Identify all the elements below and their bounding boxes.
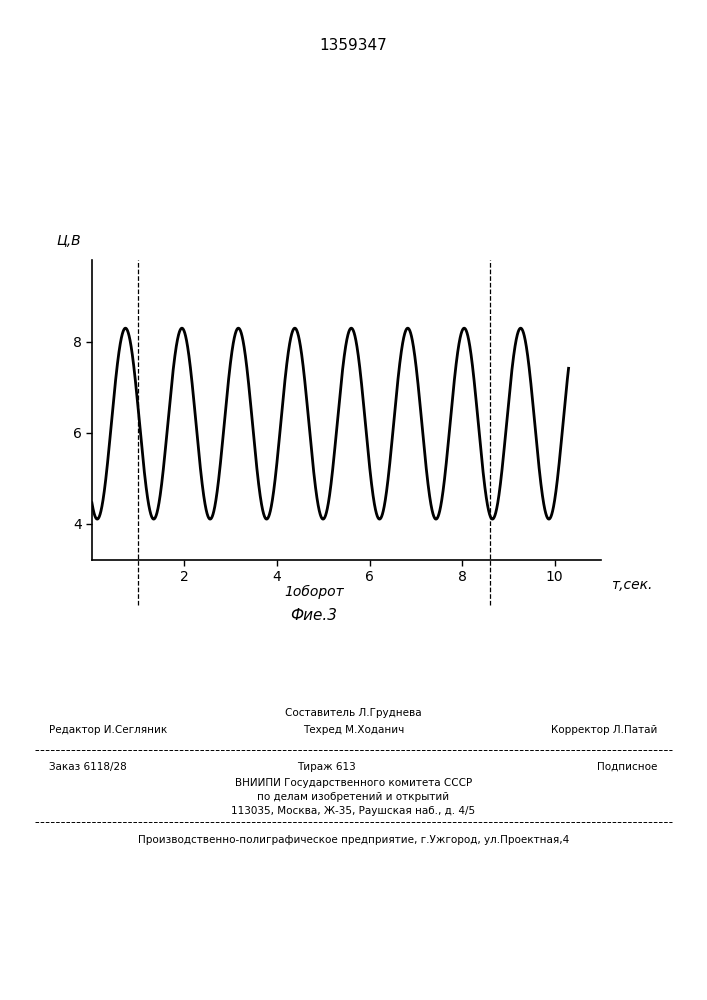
Text: 113035, Москва, Ж-35, Раушская наб., д. 4/5: 113035, Москва, Ж-35, Раушская наб., д. … [231, 806, 476, 816]
Text: Ц,В: Ц,В [57, 234, 81, 248]
Text: 1359347: 1359347 [320, 38, 387, 53]
Text: ВНИИПИ Государственного комитета СССР: ВНИИПИ Государственного комитета СССР [235, 778, 472, 788]
Text: Редактор И.Сегляник: Редактор И.Сегляник [49, 725, 168, 735]
Text: Техред М.Ходанич: Техред М.Ходанич [303, 725, 404, 735]
Text: Производственно-полиграфическое предприятие, г.Ужгород, ул.Проектная,4: Производственно-полиграфическое предприя… [138, 835, 569, 845]
Text: Подписное: Подписное [597, 762, 658, 772]
Text: 1оборот: 1оборот [284, 585, 344, 599]
Text: т,сек.: т,сек. [611, 578, 653, 592]
Text: Фие.3: Фие.3 [291, 608, 337, 623]
Text: Тираж 613: Тираж 613 [297, 762, 356, 772]
Text: Корректор Л.Патай: Корректор Л.Патай [551, 725, 658, 735]
Text: Заказ 6118/28: Заказ 6118/28 [49, 762, 127, 772]
Text: по делам изобретений и открытий: по делам изобретений и открытий [257, 792, 450, 802]
Text: Составитель Л.Груднева: Составитель Л.Груднева [285, 708, 422, 718]
